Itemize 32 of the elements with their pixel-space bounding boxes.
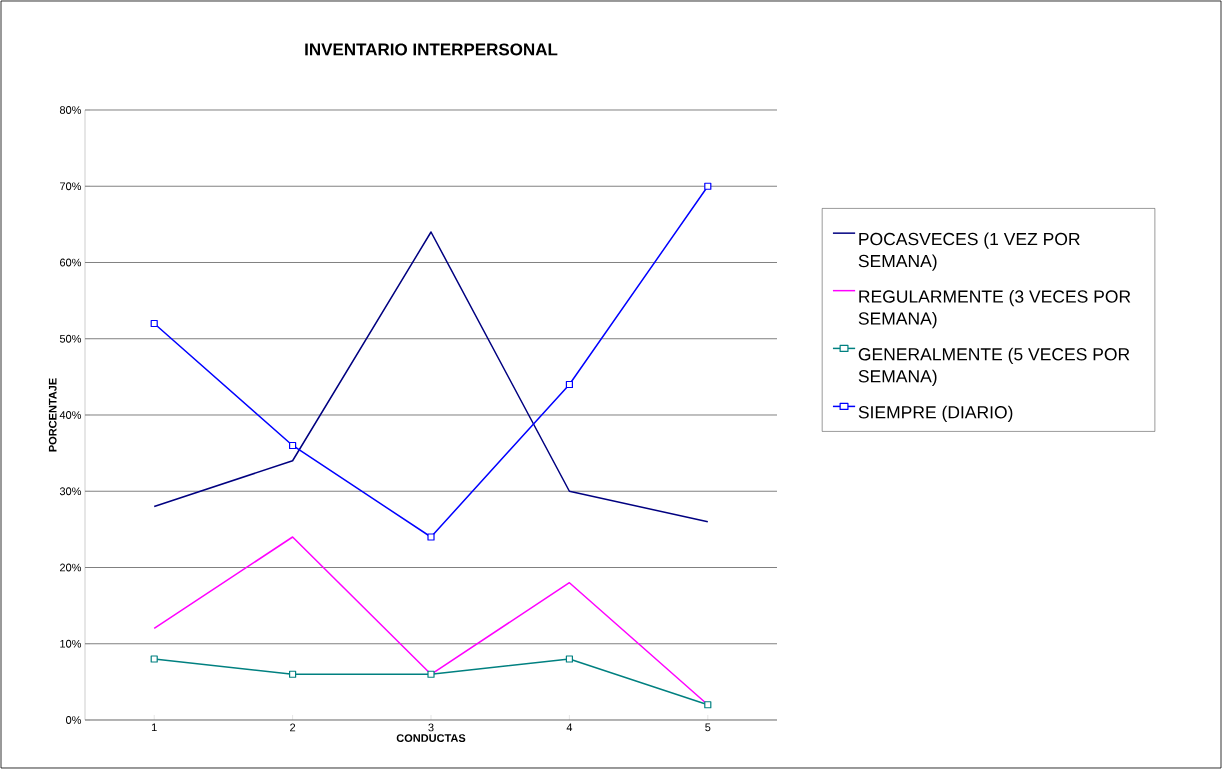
point <box>427 670 435 678</box>
y-tick-label: 0% <box>66 716 82 724</box>
x-tick-label: 3 <box>428 723 434 732</box>
y-axis-title: PORCENTAJE <box>48 378 57 452</box>
point <box>565 655 574 663</box>
point <box>704 182 712 190</box>
y-tick-label: 60% <box>60 258 82 267</box>
y-tick-label: 30% <box>59 487 82 496</box>
line-series <box>153 231 709 523</box>
point <box>150 319 158 328</box>
x-tick-label: 1 <box>151 723 157 732</box>
point <box>289 670 297 678</box>
y-tick-label: 10% <box>60 639 82 648</box>
y-tick-label: 70% <box>60 182 82 191</box>
legend-label: REGULARMENTE (3 VECES POR SEMANA) <box>858 289 1131 329</box>
x-tick-label: 5 <box>705 723 711 732</box>
x-tick-label: 4 <box>566 723 573 732</box>
y-tick-label: 50% <box>59 334 82 343</box>
legend-label: GENERALMENTE (5 VECES POR SEMANA) <box>858 347 1130 386</box>
point <box>150 655 158 663</box>
point <box>289 441 297 450</box>
y-tick-label: 80% <box>59 106 82 114</box>
y-tick-label: 40% <box>59 411 82 419</box>
legend-label: SIEMPRE (DIARIO) <box>858 405 1013 422</box>
legend-label: POCASVECES (1 VEZ POR SEMANA) <box>858 232 1080 271</box>
x-tick-label: 2 <box>290 723 296 732</box>
point <box>704 701 712 709</box>
point <box>427 533 435 541</box>
y-tick-label: 20% <box>60 563 82 572</box>
point <box>565 380 574 389</box>
x-axis-title: CONDUCTAS <box>396 734 466 742</box>
chart-title: INVENTARIO INTERPERSONAL <box>305 43 558 56</box>
